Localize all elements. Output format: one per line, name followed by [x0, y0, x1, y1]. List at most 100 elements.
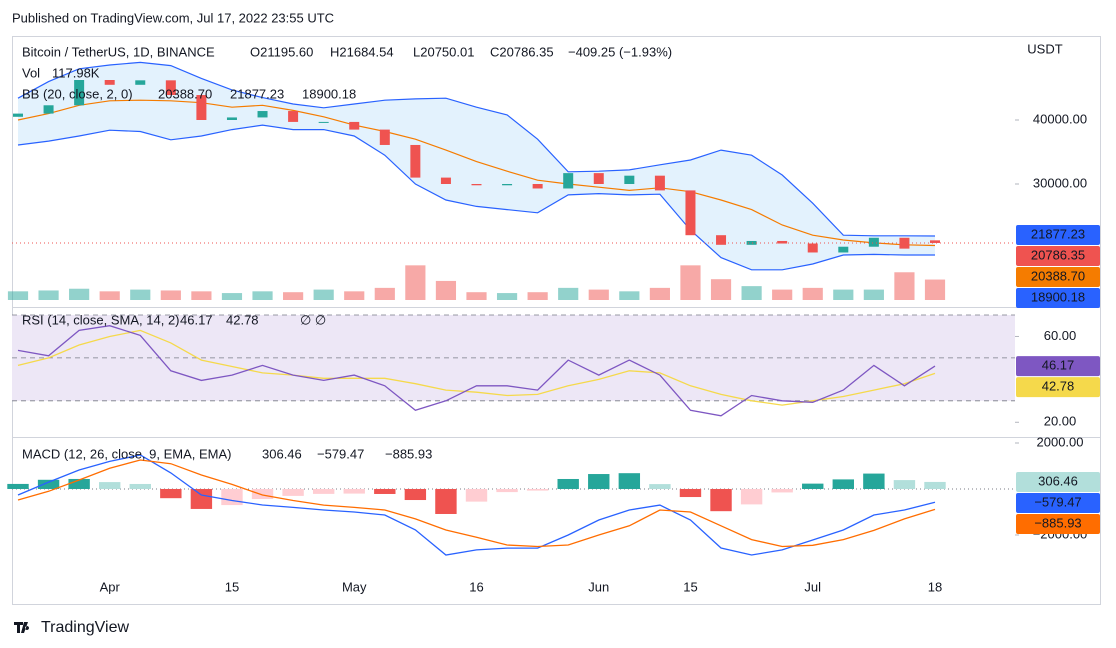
bb-line	[17, 124, 935, 271]
volume-bar	[252, 291, 273, 300]
volume-bar	[833, 289, 854, 300]
histogram-bar	[863, 473, 885, 489]
price-tag-box	[1016, 377, 1100, 398]
histogram-bar	[496, 488, 518, 493]
y-tick-label: 40000.00	[1033, 111, 1087, 126]
volume-bar	[466, 292, 487, 300]
indicator-line	[17, 454, 936, 556]
price-tag-box	[1016, 288, 1100, 308]
x-tick-label: 18	[928, 579, 942, 594]
price-tag-box	[1016, 513, 1100, 534]
candle-body	[410, 144, 421, 178]
price-tag-label: 18900.18	[1031, 289, 1085, 304]
candle-body	[868, 237, 879, 247]
indicator-legend: RSI (14, close, SMA, 14, 2)	[22, 312, 180, 327]
footer-brand: TradingView	[41, 619, 129, 636]
volume-bar	[680, 265, 701, 300]
candle-body	[777, 240, 788, 244]
candle-body	[502, 184, 513, 186]
histogram-bar	[679, 488, 702, 498]
y-tick-label: 2000.00	[1037, 434, 1084, 449]
price-tag-box	[1016, 246, 1100, 266]
histogram-bar	[465, 488, 488, 502]
rsi-band	[12, 315, 1015, 401]
candle-body	[288, 111, 299, 122]
candle-body	[440, 177, 451, 184]
candle-body	[43, 105, 54, 114]
histogram-bar	[160, 488, 182, 499]
bb-line	[17, 61, 936, 237]
indicator-value: −885.93	[385, 446, 432, 461]
indicator-line	[17, 459, 936, 548]
volume-bar	[527, 292, 548, 300]
candle-body	[654, 175, 665, 191]
volume-bar	[924, 279, 946, 300]
candle-body	[379, 129, 390, 145]
bb-value: 18900.18	[302, 86, 356, 101]
bb-legend: BB (20, close, 2, 0)	[22, 86, 133, 101]
price-tag-label: 20786.35	[1031, 247, 1085, 262]
price-tag-label: 21877.23	[1031, 226, 1085, 241]
price-tag-box	[1016, 492, 1100, 513]
volume-bar	[772, 289, 793, 300]
histogram-bar	[190, 488, 213, 509]
histogram-bar	[404, 488, 427, 501]
tradingview-logo: TradingView	[14, 619, 129, 636]
candle-body	[226, 117, 237, 120]
volume-bar	[38, 290, 59, 300]
histogram-bar	[282, 488, 304, 496]
volume-bar	[405, 265, 426, 300]
indicator-value: 42.78	[226, 312, 259, 327]
candle-body	[196, 95, 207, 120]
volume-bar	[496, 293, 518, 300]
x-tick-label: Jul	[804, 579, 821, 594]
plot-area: 40000.00 30000.00 USDT Apr 15 May 16 Jun 15 Jul 18…	[7, 41, 1100, 594]
histogram-bar	[435, 488, 457, 514]
histogram-bar	[312, 488, 335, 494]
volume-bar	[313, 289, 334, 300]
histogram-bar	[802, 483, 824, 489]
histogram-bar	[129, 483, 151, 489]
volume-bar	[221, 293, 243, 300]
axis-unit: USDT	[1027, 41, 1062, 56]
x-tick-label: 15	[683, 579, 697, 594]
bb-value: 21877.23	[230, 86, 284, 101]
indicator-value: −579.47	[317, 446, 364, 461]
candle-body	[74, 80, 85, 106]
candle-body	[563, 173, 574, 189]
volume-bar	[649, 287, 670, 300]
price-tag-label: 46.17	[1042, 358, 1075, 373]
volume-bar	[741, 286, 762, 300]
candle-body	[257, 111, 268, 118]
candle-body	[165, 80, 176, 96]
y-tick-label: 30000.00	[1033, 175, 1087, 190]
price-tag-box	[1016, 471, 1100, 492]
volume-bar	[863, 289, 884, 300]
volume-legend: Vol	[22, 65, 40, 80]
indicator-value: 46.17	[180, 312, 213, 327]
histogram-bar	[343, 488, 365, 494]
candle-body	[471, 184, 482, 186]
indicator-line	[17, 325, 936, 417]
price-tag-label: 306.46	[1038, 473, 1078, 488]
volume-bar	[588, 289, 609, 300]
ohlc-value: L20750.01	[413, 44, 474, 59]
symbol-title: Bitcoin / TetherUS, 1D, BINANCE	[22, 44, 215, 59]
published-header: Published on TradingView.com, Jul 17, 20…	[12, 10, 334, 25]
histogram-bar	[526, 488, 549, 491]
volume-bar	[558, 287, 579, 300]
candle-body	[532, 184, 543, 189]
volume-bar	[69, 288, 90, 300]
ohlc-value: C20786.35	[490, 44, 554, 59]
volume-bar	[160, 290, 181, 300]
volume-bar	[99, 291, 120, 300]
price-tag-label: −885.93	[1034, 515, 1081, 530]
volume-bar	[802, 287, 823, 300]
volume-bar	[619, 291, 640, 300]
bb-value: 20388.70	[158, 86, 212, 101]
candle-body	[716, 235, 727, 245]
price-tag-box	[1016, 267, 1100, 287]
volume-bar	[894, 272, 915, 300]
indicator-legend: MACD (12, 26, close, 9, EMA, EMA)	[22, 446, 232, 461]
